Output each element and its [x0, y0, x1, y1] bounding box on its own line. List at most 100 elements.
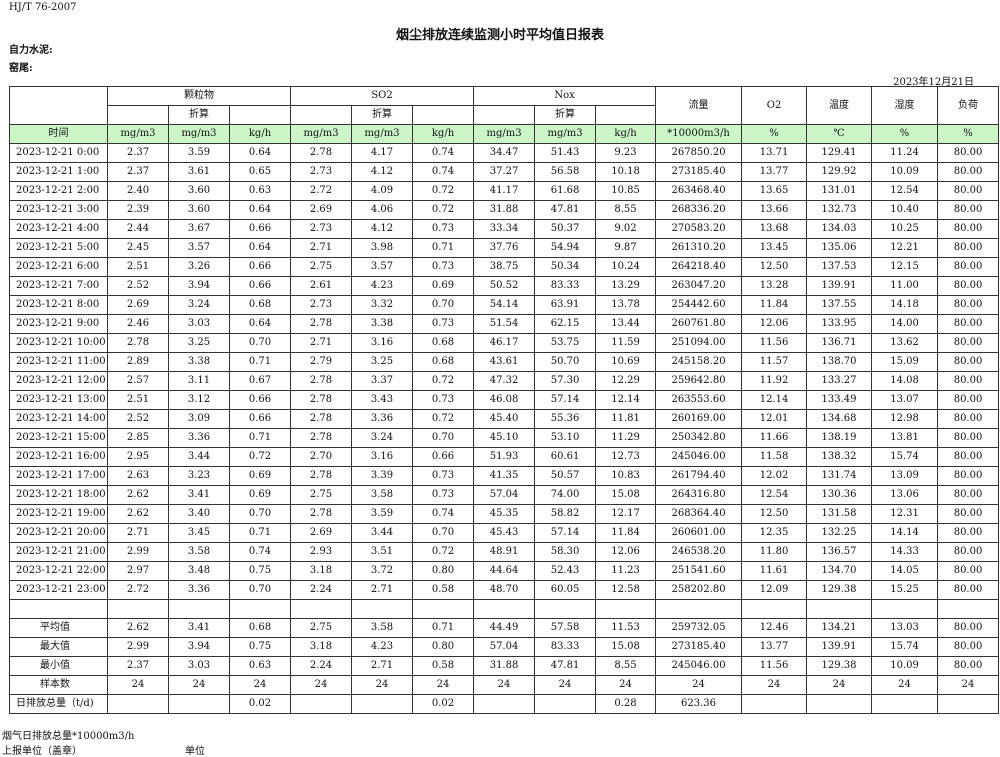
unit: 窑尾: — [9, 63, 33, 74]
data-cell: 11.81 — [595, 409, 657, 429]
data-cell: 3.98 — [351, 238, 414, 258]
sub-header: 折算 — [534, 105, 597, 125]
data-cell: 13.28 — [741, 276, 808, 296]
data-cell: 80.00 — [937, 181, 1000, 201]
blank-cell — [9, 599, 108, 619]
time-cell: 2023-12-21 4:00 — [9, 219, 108, 239]
data-cell: 13.09 — [871, 466, 939, 486]
summary-cell: 24 — [806, 675, 873, 695]
data-cell: 13.29 — [595, 276, 657, 296]
data-cell: 12.35 — [741, 523, 808, 543]
data-cell: 2.57 — [107, 371, 169, 391]
summary-label: 样本数 — [9, 675, 108, 695]
data-cell: 3.32 — [351, 295, 414, 315]
summary-cell: 57.04 — [473, 637, 536, 657]
unit-header: ℃ — [806, 124, 873, 144]
data-cell: 3.72 — [351, 561, 414, 581]
reporter: 上报单位（盖章） — [2, 746, 82, 757]
summary-label: 最大值 — [9, 637, 108, 657]
data-cell: 13.71 — [741, 143, 808, 163]
table-row: 2023-12-21 3:00 2.39 3.60 0.64 2.69 4.06 0.72 3… — [9, 200, 1000, 220]
unit-header: % — [871, 124, 939, 144]
data-cell: 80.00 — [937, 333, 1000, 353]
data-cell: 38.75 — [473, 257, 536, 277]
data-cell: 33.34 — [473, 219, 536, 239]
data-cell: 14.08 — [871, 371, 939, 391]
data-cell: 2.78 — [290, 504, 353, 524]
summary-cell: 80.00 — [937, 637, 1000, 657]
table-row: 样本数 24 24 24 24 24 24 24 24 24 24 24 24 24 24 — [9, 675, 1000, 695]
data-cell: 12.17 — [595, 504, 657, 524]
data-cell: 129.38 — [806, 580, 873, 600]
summary-cell — [534, 694, 597, 714]
data-cell: 2.62 — [107, 485, 169, 505]
data-cell: 2.71 — [107, 523, 169, 543]
data-cell: 15.74 — [871, 447, 939, 467]
table-row: 2023-12-21 21:00 2.99 3.58 0.74 2.93 3.51 0.72… — [9, 542, 1000, 562]
data-cell: 2.78 — [290, 428, 353, 448]
blank-cell — [351, 599, 414, 619]
data-cell: 11.92 — [741, 371, 808, 391]
data-cell: 264218.40 — [655, 257, 743, 277]
data-cell: 47.81 — [534, 200, 597, 220]
data-cell: 2.71 — [351, 580, 414, 600]
data-cell: 134.03 — [806, 219, 873, 239]
unit-header: mg/m3 — [107, 124, 169, 144]
data-cell: 3.60 — [168, 181, 230, 201]
data-cell: 80.00 — [937, 314, 1000, 334]
data-cell: 8.55 — [595, 200, 657, 220]
data-cell: 13.62 — [871, 333, 939, 353]
data-cell: 46.17 — [473, 333, 536, 353]
time-cell: 2023-12-21 5:00 — [9, 238, 108, 258]
data-cell: 139.91 — [806, 276, 873, 296]
summary-cell: 13.03 — [871, 618, 939, 638]
data-cell: 0.72 — [412, 542, 475, 562]
summary-cell: 623.36 — [655, 694, 743, 714]
data-cell: 0.73 — [412, 466, 475, 486]
time-cell: 2023-12-21 7:00 — [9, 276, 108, 296]
data-cell: 9.02 — [595, 219, 657, 239]
data-cell: 12.58 — [595, 580, 657, 600]
data-cell: 41.35 — [473, 466, 536, 486]
summary-cell: 139.91 — [806, 637, 873, 657]
data-cell: 12.29 — [595, 371, 657, 391]
data-cell: 2.99 — [107, 542, 169, 562]
summary-cell: 2.99 — [107, 637, 169, 657]
summary-cell: 129.38 — [806, 656, 873, 676]
table-row: 时间 mg/m3 mg/m3 kg/h mg/m3 mg/m3 kg/h mg/m3 mg/m3… — [9, 124, 1000, 144]
data-cell: 37.76 — [473, 238, 536, 258]
unit-header: % — [741, 124, 808, 144]
data-cell: 4.06 — [351, 200, 414, 220]
time-cell: 2023-12-21 16:00 — [9, 447, 108, 467]
unit-header: mg/m3 — [351, 124, 414, 144]
data-cell: 80.00 — [937, 162, 1000, 182]
data-cell: 3.58 — [168, 542, 230, 562]
data-cell: 270583.20 — [655, 219, 743, 239]
data-cell: 3.41 — [168, 485, 230, 505]
table-row: 2023-12-21 2:00 2.40 3.60 0.63 2.72 4.09 0.72 4… — [9, 181, 1000, 201]
data-cell: 10.83 — [595, 466, 657, 486]
data-cell: 14.33 — [871, 542, 939, 562]
data-cell: 57.14 — [534, 390, 597, 410]
summary-cell: 15.08 — [595, 637, 657, 657]
data-cell: 3.59 — [351, 504, 414, 524]
blank-cell — [412, 105, 475, 125]
blank-cell — [290, 599, 353, 619]
data-cell: 80.00 — [937, 561, 1000, 581]
data-cell: 0.71 — [228, 352, 292, 372]
data-cell: 10.85 — [595, 181, 657, 201]
data-cell: 0.64 — [228, 314, 292, 334]
table-row: 2023-12-21 9:00 2.46 3.03 0.64 2.78 3.38 0.73 5… — [9, 314, 1000, 334]
data-cell: 136.71 — [806, 333, 873, 353]
data-cell: 0.66 — [228, 257, 292, 277]
data-cell: 80.00 — [937, 257, 1000, 277]
data-cell: 3.57 — [168, 238, 230, 258]
data-cell: 3.48 — [168, 561, 230, 581]
data-cell: 0.70 — [412, 428, 475, 448]
summary-cell: 0.02 — [412, 694, 475, 714]
data-cell: 51.54 — [473, 314, 536, 334]
data-cell: 2.24 — [290, 580, 353, 600]
column-header: 流量 — [655, 86, 743, 125]
data-cell: 2.78 — [290, 466, 353, 486]
data-cell: 4.12 — [351, 219, 414, 239]
